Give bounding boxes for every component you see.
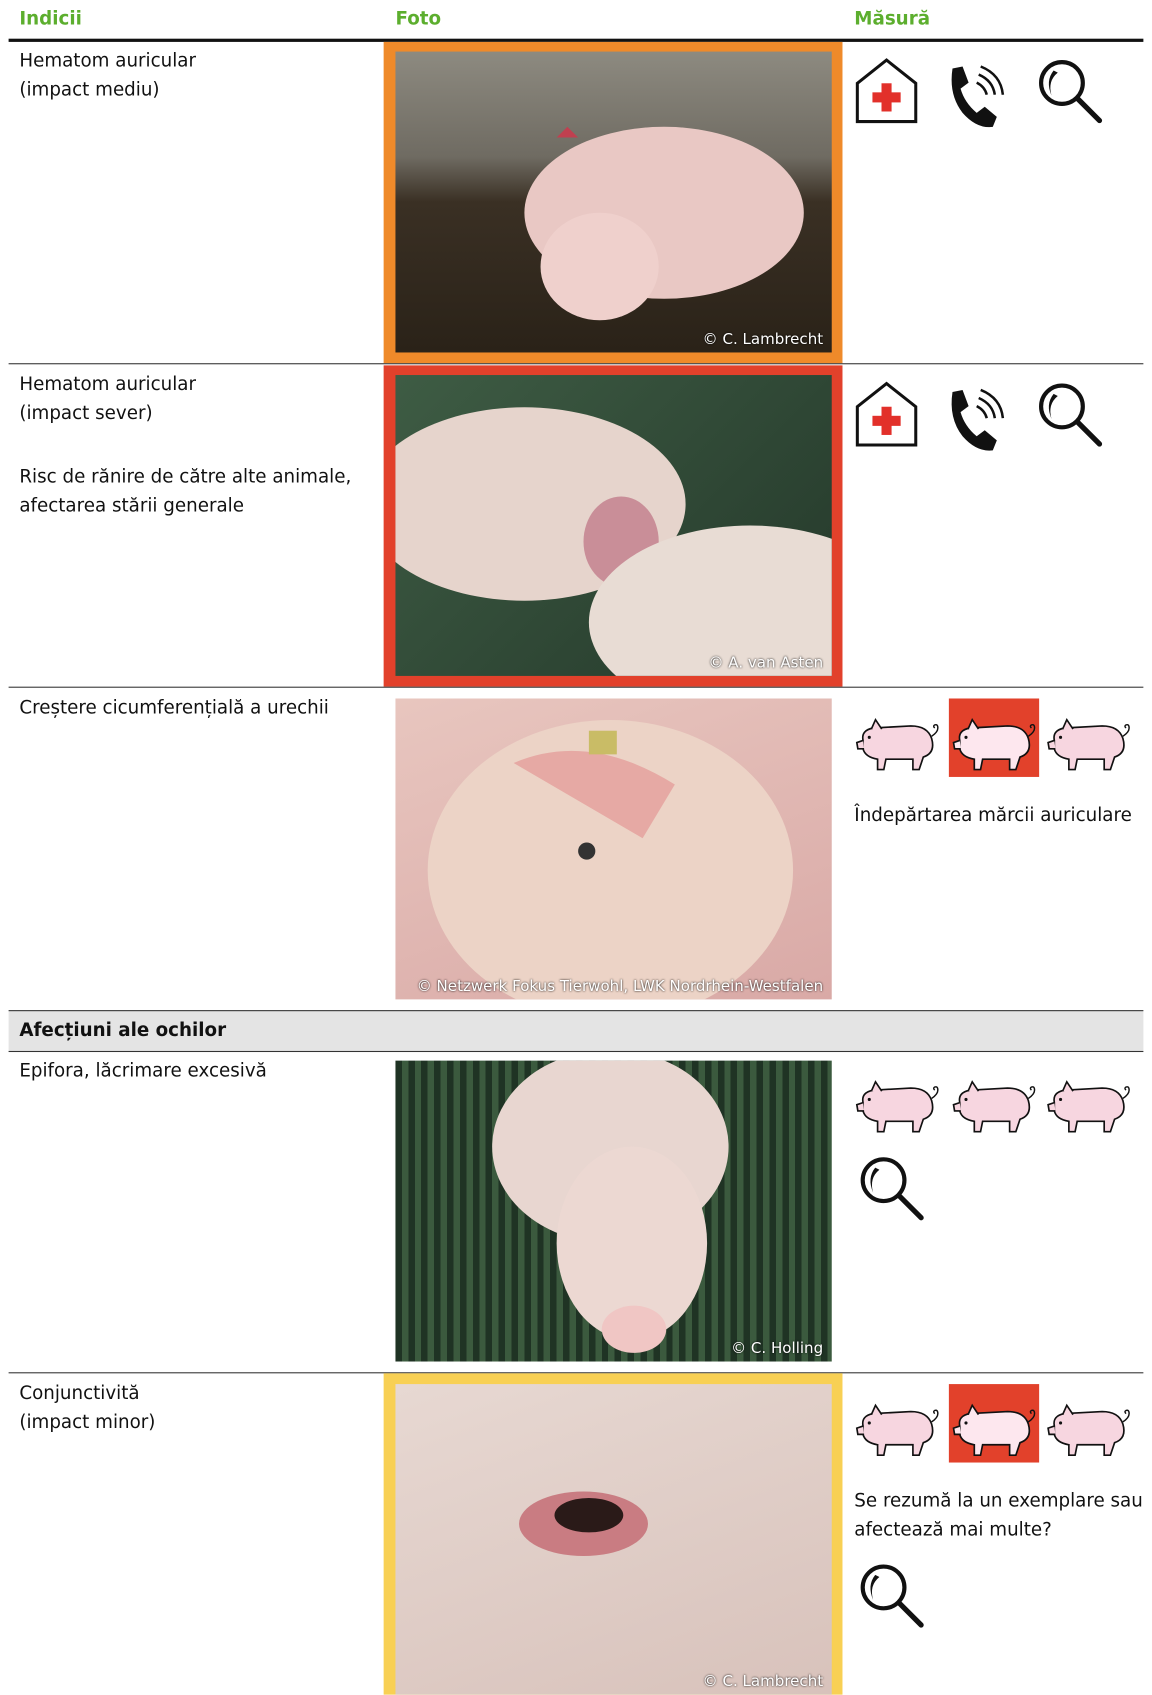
photo-credit: © C. Holling [731, 1340, 824, 1358]
indicator: (impact minor) [19, 1412, 156, 1434]
column-header: Foto [395, 8, 442, 31]
measure-text: Îndepărtarea mărcii auriculare [854, 804, 1132, 827]
photo: © Netzwerk Fokus Tierwohl, LWK Nordrhein… [395, 698, 832, 1000]
indicator: Creștere cicumferențială a urechii [19, 697, 329, 719]
indicator: Epifora, lăcrimare excesivă [19, 1060, 267, 1083]
photo-credit: © A. van Asten [708, 654, 824, 672]
row-rule [8, 686, 1144, 688]
photo-credit: © C. Lambrecht [702, 330, 824, 349]
photo: © C. Holling [395, 1060, 832, 1362]
row-rule [8, 1372, 1144, 1374]
column-header: Indicii [19, 8, 82, 31]
measure-text: afectează mai multe? [854, 1519, 1052, 1541]
indicator: Hematom auricular [19, 373, 197, 396]
photo: © C. Lambrecht [395, 51, 832, 353]
measure-icons [855, 1080, 1130, 1233]
note: Risc de rănire de către alte animale, [19, 466, 352, 488]
photo-credit: © Netzwerk Fokus Tierwohl, LWK Nordrhein… [416, 977, 824, 996]
measure-icons [855, 698, 1130, 777]
note: afectarea stării generale [19, 495, 244, 517]
photo: © A. van Asten [395, 375, 832, 676]
measure-icons [856, 1560, 931, 1635]
indicator: Conjunctivită [19, 1383, 140, 1405]
photo-art [395, 407, 832, 676]
section-header [8, 1010, 1144, 1053]
photo-art [524, 126, 804, 321]
measure-icons [855, 1384, 1130, 1463]
photo-art [492, 1060, 729, 1353]
photo-art [519, 1491, 648, 1557]
photo-art [427, 720, 793, 1000]
section-title: Afecțiuni ale ochilor [19, 1019, 227, 1042]
column-header: Măsură [854, 8, 931, 31]
measure-icons [855, 382, 1112, 452]
indicator: Hematom auricular [19, 50, 197, 72]
row-rule [8, 363, 1144, 365]
measure-text: Se rezumă la un exemplare sau [854, 1490, 1143, 1512]
indicator: (impact sever) [19, 402, 153, 425]
indicator: (impact mediu) [19, 79, 160, 102]
header-rule [8, 38, 1144, 42]
measure-icons [855, 58, 1112, 129]
photo-credit: © C. Lambrecht [702, 1673, 824, 1691]
photo: © C. Lambrecht [395, 1384, 832, 1695]
